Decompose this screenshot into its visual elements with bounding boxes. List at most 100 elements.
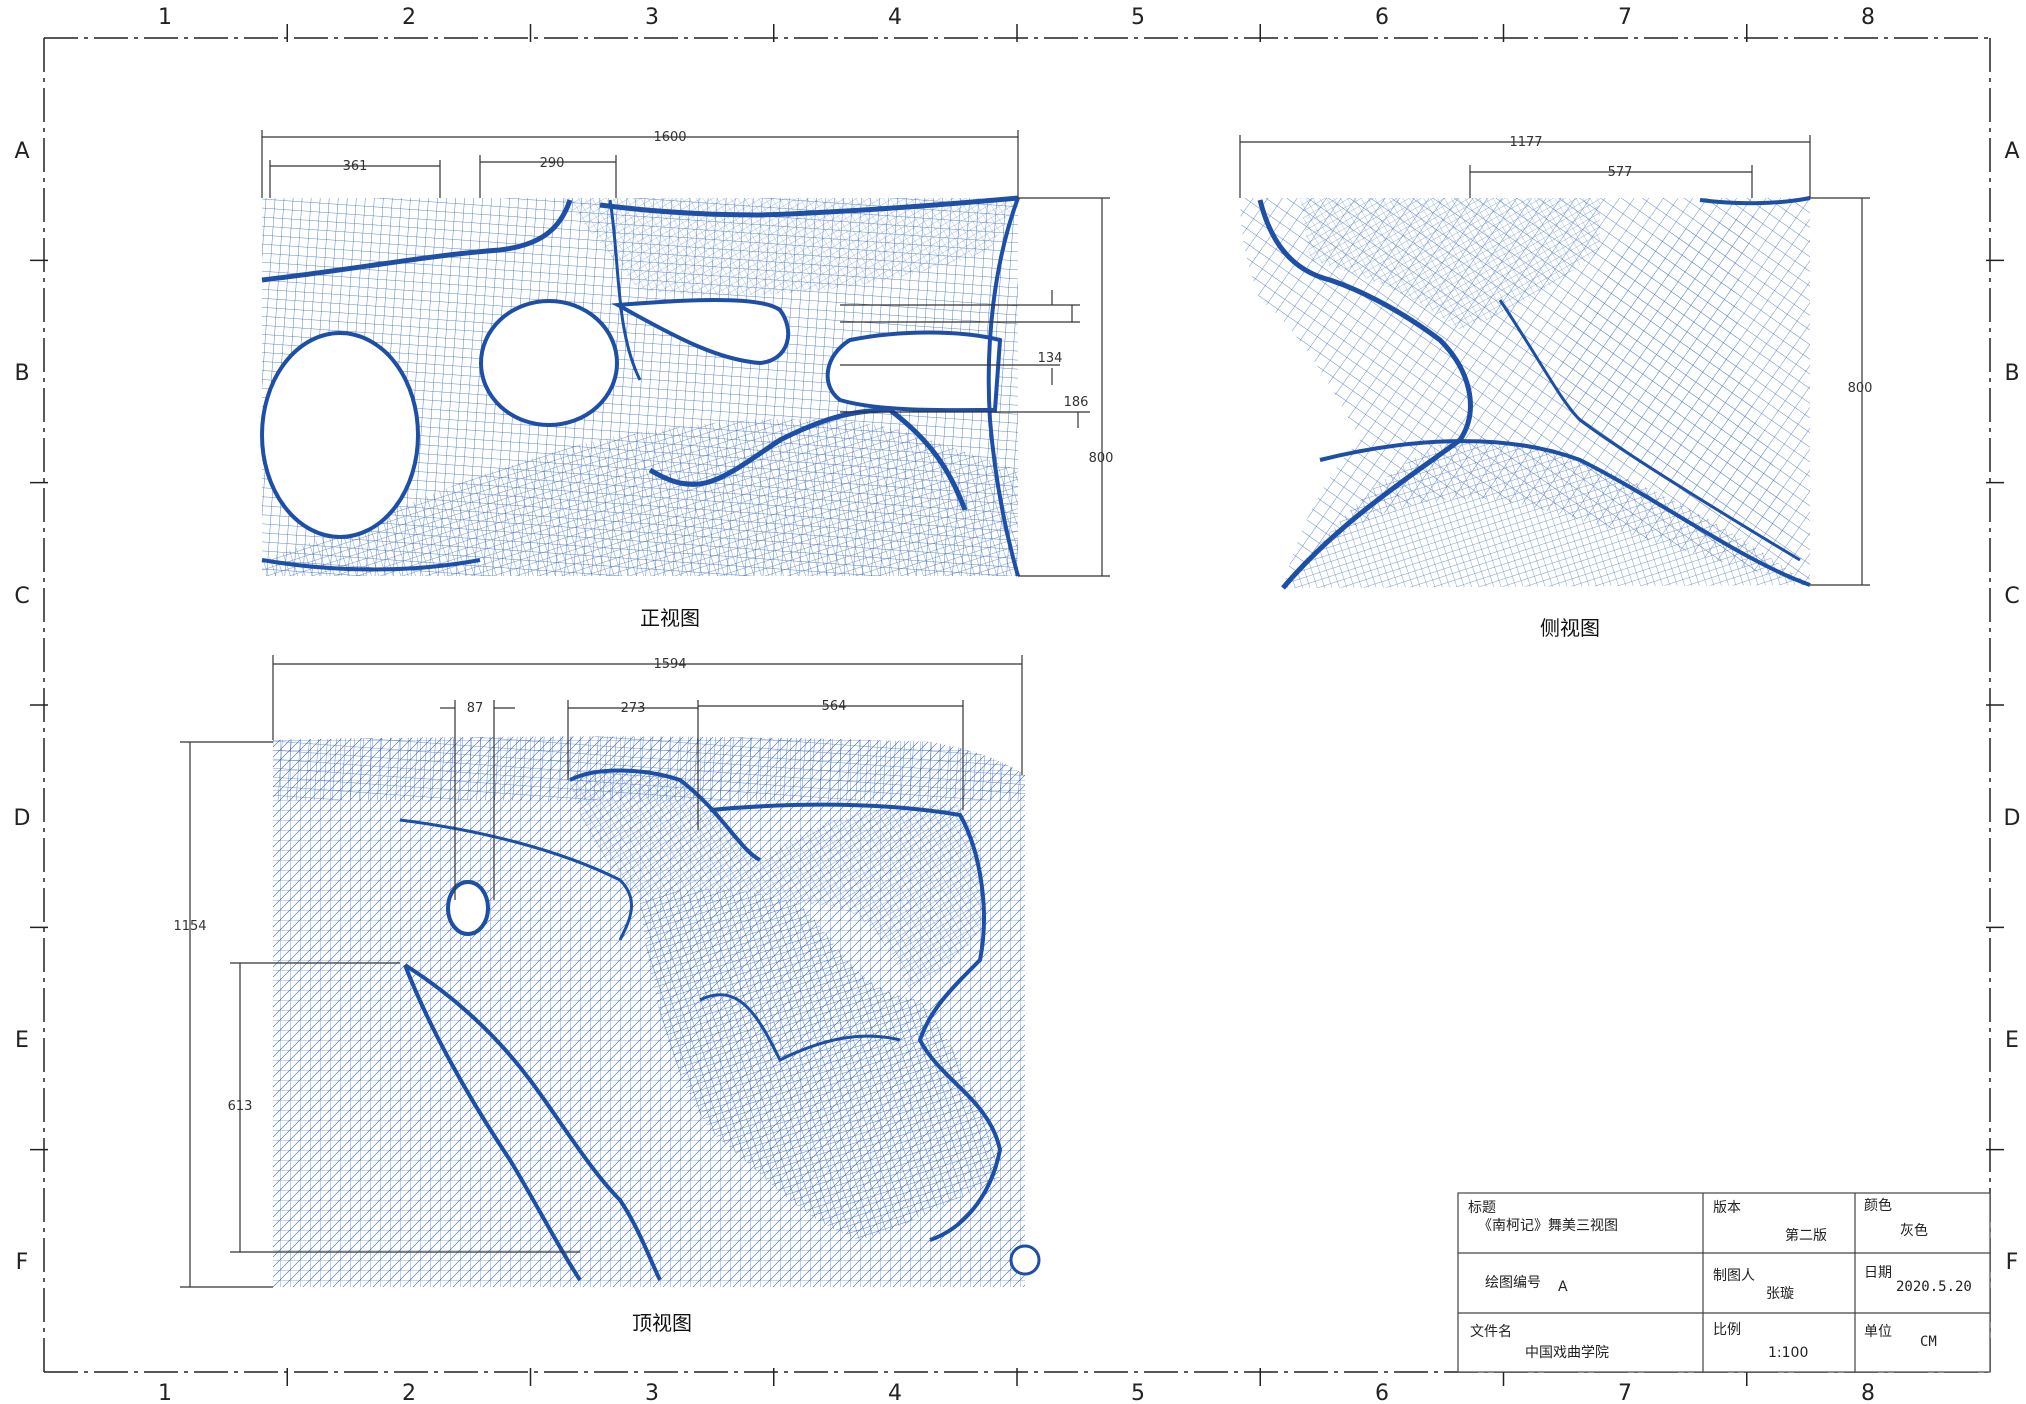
col-label: 1 [158,1381,172,1404]
side-view: 1177 577 800 [1239,135,1873,590]
scale-value: 1:100 [1768,1345,1808,1361]
col-label: 3 [645,1381,659,1404]
front-dim-361: 361 [343,159,368,174]
top-dim-height: 1154 [173,919,206,934]
side-dim-577: 577 [1608,165,1633,180]
front-dim-height: 800 [1089,451,1114,466]
side-view-fold-line [1319,439,1811,587]
front-view-opening [260,331,420,539]
col-label: 6 [1375,1381,1389,1404]
front-view-dimensions [261,130,1110,577]
row-label: E [2005,1028,2019,1053]
top-view-mesh-band [273,736,1025,800]
row-label: A [2004,139,2019,164]
top-view-opening [446,880,490,936]
front-view-label: 正视图 [640,606,700,630]
front-dim-width: 1600 [653,130,686,145]
top-view-mesh-upper [570,770,984,990]
unit-label: 单位 [1864,1324,1892,1340]
color-value: 灰色 [1900,1222,1928,1239]
version-label: 版本 [1713,1200,1741,1216]
top-view-dimensions [180,655,1023,1288]
front-view-fold-line [261,558,481,572]
top-view-fold-line [699,993,901,1063]
front-view-fold-line [261,199,573,283]
top-view-fold-line [709,802,1003,1242]
top-dim-width: 1594 [653,657,686,672]
top-view: 1594 87 273 564 1154 613 [173,655,1041,1288]
front-view: 1600 361 290 800 134 186 [260,130,1114,577]
title-block: 标题 《南柯记》舞美三视图 版本 第二版 颜色 灰色 绘图编号 A 制图人 张璇… [1457,1192,1991,1373]
file-label: 文件名 [1470,1324,1512,1340]
col-label: 2 [402,1381,416,1404]
row-label: C [14,584,29,609]
top-view-fold-line [569,768,762,862]
col-label: 8 [1861,5,1875,30]
front-view-fold-line [648,407,968,511]
top-dim-273: 273 [621,701,646,716]
top-dim-613: 613 [228,1099,253,1114]
top-view-fold-line [399,818,634,941]
row-labels: A B C D E F A B C D E F [14,139,2021,1275]
col-label: 8 [1861,1381,1875,1404]
col-label: 4 [888,5,902,30]
scale-label: 比例 [1713,1322,1741,1338]
row-label: D [14,806,31,831]
top-view-fold-line [403,964,582,1282]
side-view-mesh-dense [1300,198,1600,330]
top-dim-87: 87 [467,701,484,716]
row-label: C [2004,584,2019,609]
side-view-label: 侧视图 [1540,616,1600,640]
top-dim-564: 564 [822,699,847,714]
top-view-fold-line [403,963,662,1281]
row-label: D [2004,806,2021,831]
front-view-opening [479,299,619,427]
front-view-opening [825,330,1003,413]
front-dim-290: 290 [540,156,565,171]
col-label: 5 [1131,5,1145,30]
col-label: 3 [645,5,659,30]
title-label: 标题 [1468,1200,1496,1216]
col-label: 5 [1131,1381,1145,1404]
front-view-mesh-fold [262,419,1018,576]
side-view-dimensions [1239,135,1870,586]
col-label: 7 [1618,5,1632,30]
top-view-opening [1009,1244,1041,1276]
date-label: 日期 [1864,1265,1892,1281]
row-label: A [14,139,29,164]
side-dim-height: 800 [1848,381,1873,396]
drafter-label: 制图人 [1713,1268,1755,1284]
row-label: B [2004,361,2019,386]
side-view-mesh-lower [1283,441,1810,588]
row-label: F [16,1250,29,1275]
version-value: 第二版 [1785,1227,1827,1244]
top-view-mesh-center [640,888,1000,1240]
row-label: F [2006,1250,2019,1275]
drafter-value: 张璇 [1766,1286,1794,1302]
drawing-no-label: 绘图编号 [1485,1275,1541,1291]
drawing-no-value: A [1558,1279,1568,1295]
front-view-fold-line [608,199,642,381]
row-label: E [15,1028,29,1053]
side-view-fold-line [1257,199,1473,590]
front-dim-186: 186 [1064,395,1089,410]
unit-value: CM [1920,1334,1937,1350]
col-label: 1 [158,5,172,30]
top-view-label: 顶视图 [632,1311,692,1335]
color-label: 颜色 [1864,1197,1892,1214]
front-view-fold-line [599,195,1019,218]
side-view-fold-line [1699,196,1811,206]
side-dim-width: 1177 [1509,135,1542,150]
column-labels: 1 2 3 4 5 6 7 8 1 2 3 4 5 6 7 8 [158,5,1875,1404]
col-label: 7 [1618,1381,1632,1404]
front-view-opening [611,298,791,366]
date-value: 2020.5.20 [1896,1279,1972,1295]
front-view-mesh-upper [560,198,1018,296]
col-label: 6 [1375,5,1389,30]
side-view-opening [1559,215,1790,540]
side-view-fold-line [1498,299,1801,562]
file-value: 中国戏曲学院 [1525,1345,1609,1361]
zone-ticks [30,24,2004,1386]
front-dim-134: 134 [1038,351,1063,366]
title-value: 《南柯记》舞美三视图 [1478,1218,1618,1234]
